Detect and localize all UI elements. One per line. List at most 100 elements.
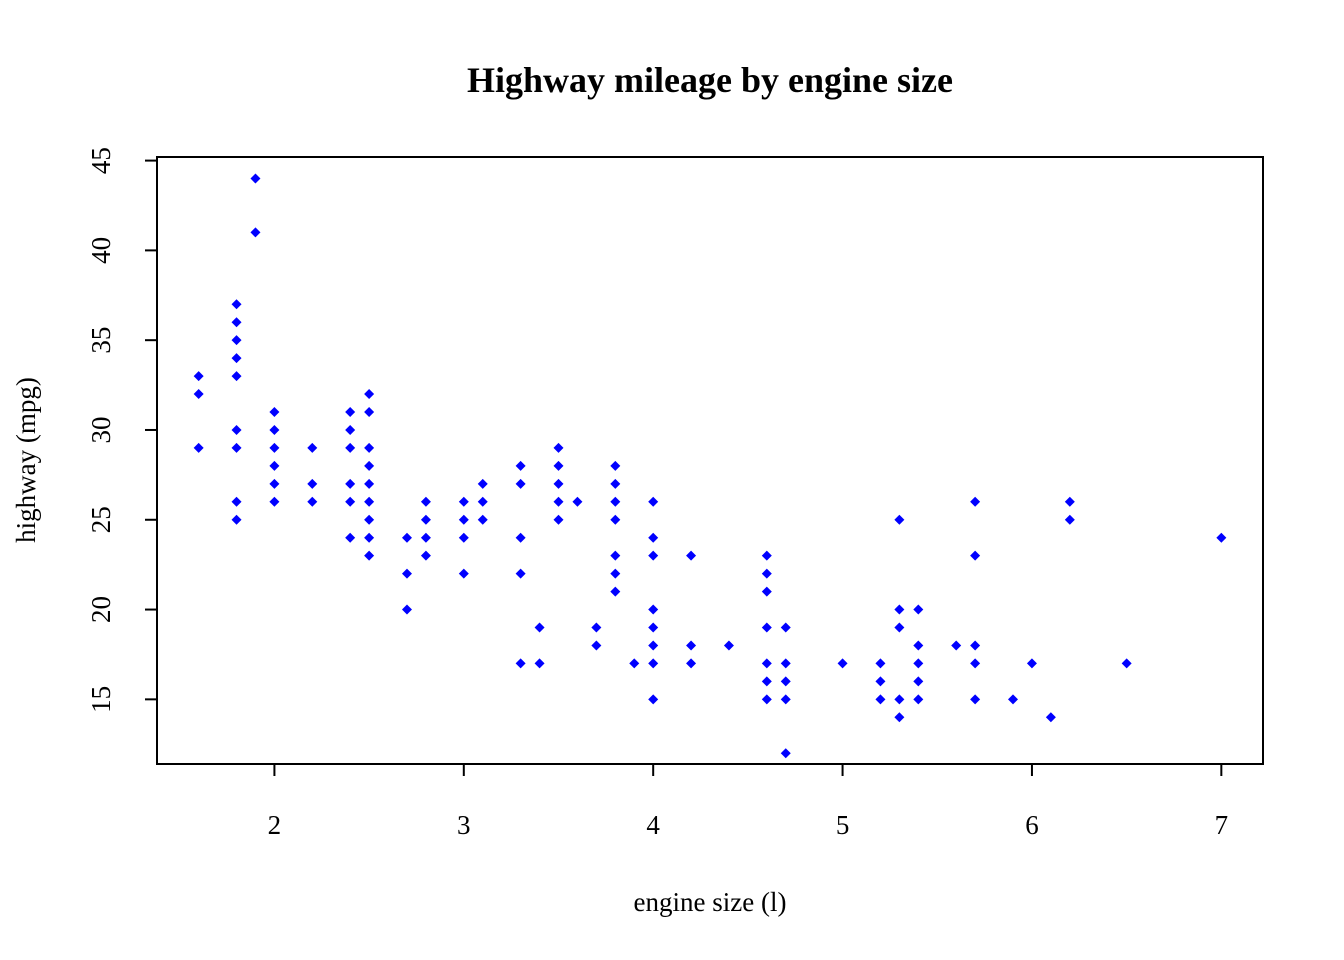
data-point: [231, 442, 242, 453]
data-point: [780, 676, 791, 687]
data-point: [269, 407, 280, 418]
data-point: [686, 658, 697, 669]
data-point: [1064, 514, 1075, 525]
data-point: [610, 460, 621, 471]
data-point: [477, 496, 488, 507]
data-point: [515, 568, 526, 579]
data-point: [193, 442, 204, 453]
data-point: [1008, 694, 1019, 705]
data-point: [231, 335, 242, 346]
data-point: [193, 371, 204, 382]
data-point: [458, 532, 469, 543]
x-axis: 2 3 4 5 6 7: [268, 763, 1229, 840]
data-point: [364, 496, 375, 507]
data-point: [420, 496, 431, 507]
data-point: [553, 496, 564, 507]
data-point: [648, 496, 659, 507]
data-point: [269, 442, 280, 453]
data-point: [364, 442, 375, 453]
data-point: [250, 227, 261, 238]
data-point: [515, 532, 526, 543]
data-point: [970, 550, 981, 561]
data-point: [970, 658, 981, 669]
data-point: [1064, 496, 1075, 507]
data-point: [269, 478, 280, 489]
data-point: [345, 424, 356, 435]
data-point: [1026, 658, 1037, 669]
data-point: [648, 532, 659, 543]
data-point: [761, 550, 772, 561]
data-point: [364, 532, 375, 543]
x-tick-label: 4: [646, 810, 660, 840]
data-point: [610, 586, 621, 597]
x-tick-label: 6: [1025, 810, 1039, 840]
data-point: [553, 442, 564, 453]
data-point: [913, 658, 924, 669]
data-point: [534, 622, 545, 633]
data-point: [572, 496, 583, 507]
data-point: [894, 514, 905, 525]
data-point: [913, 640, 924, 651]
data-point: [553, 460, 564, 471]
data-point: [231, 371, 242, 382]
data-point: [420, 550, 431, 561]
data-point: [951, 640, 962, 651]
data-point: [345, 442, 356, 453]
y-tick-label: 15: [86, 686, 116, 713]
data-point: [837, 658, 848, 669]
data-point: [307, 496, 318, 507]
data-point: [970, 694, 981, 705]
data-point: [231, 496, 242, 507]
data-point: [761, 568, 772, 579]
data-point: [591, 622, 602, 633]
data-point: [345, 496, 356, 507]
data-point: [875, 694, 886, 705]
data-point: [401, 568, 412, 579]
data-point: [761, 694, 772, 705]
data-point: [761, 622, 772, 633]
data-point: [345, 532, 356, 543]
data-point: [364, 389, 375, 400]
data-point: [420, 532, 431, 543]
data-point: [894, 694, 905, 705]
data-point: [269, 496, 280, 507]
data-point: [364, 550, 375, 561]
data-point: [345, 478, 356, 489]
data-point: [269, 460, 280, 471]
data-point: [970, 496, 981, 507]
data-point: [913, 694, 924, 705]
data-point: [458, 514, 469, 525]
data-points: [193, 173, 1227, 759]
x-tick-label: 7: [1215, 810, 1229, 840]
data-point: [648, 604, 659, 615]
data-point: [231, 514, 242, 525]
data-point: [534, 658, 545, 669]
data-point: [648, 694, 659, 705]
data-point: [686, 640, 697, 651]
data-point: [780, 622, 791, 633]
plot-frame: [156, 156, 1264, 765]
data-point: [780, 658, 791, 669]
y-tick-label: 30: [86, 416, 116, 443]
data-point: [307, 442, 318, 453]
y-tick-label: 20: [86, 596, 116, 623]
x-tick-label: 2: [268, 810, 282, 840]
data-point: [250, 173, 261, 184]
data-point: [307, 478, 318, 489]
data-point: [401, 532, 412, 543]
data-point: [553, 478, 564, 489]
x-tick-label: 3: [457, 810, 471, 840]
y-tick-label: 35: [86, 327, 116, 354]
data-point: [780, 694, 791, 705]
data-point: [231, 353, 242, 364]
data-point: [515, 658, 526, 669]
data-point: [269, 424, 280, 435]
data-point: [780, 748, 791, 759]
data-point: [458, 568, 469, 579]
data-point: [894, 622, 905, 633]
data-point: [477, 514, 488, 525]
data-point: [610, 514, 621, 525]
y-tick-label: 40: [86, 237, 116, 264]
data-point: [515, 460, 526, 471]
